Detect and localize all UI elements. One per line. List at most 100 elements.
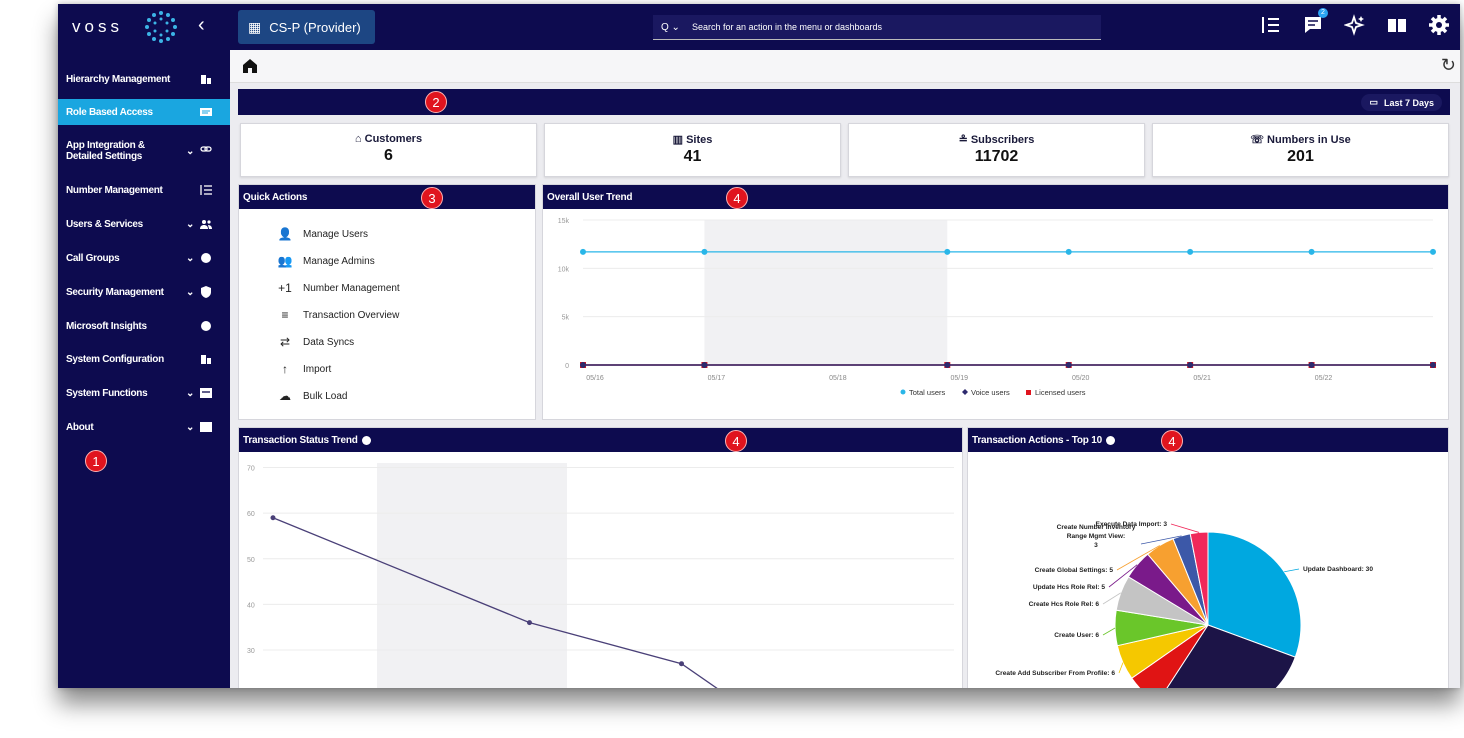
data-point [1065,362,1072,368]
search-icon[interactable]: Q ⌄ [661,21,680,33]
sidebar-item-microsoft-insights[interactable]: Microsoft Insights [58,313,230,339]
sidebar-item-number-management[interactable]: Number Management [58,177,230,203]
panel-header: Overall User Trend [543,185,1448,209]
legend-label: Voice users [971,388,1010,397]
callout-marker-1: 1 [85,450,107,472]
stat-title: ☏ Numbers in Use [1153,133,1448,146]
quick-action-import[interactable]: ↑ Import [275,362,331,376]
chevron-down-icon[interactable]: ⌄ [186,387,195,399]
stat-value: 201 [1287,148,1314,165]
sidebar-item-system-configuration[interactable]: System Configuration [58,346,230,372]
data-point [527,620,532,626]
sidebar-item-hierarchy-management[interactable]: Hierarchy Management [58,66,230,92]
chevron-down-icon[interactable]: ⌄ [186,421,195,433]
refresh-icon[interactable]: ↻ [1440,55,1456,75]
pie-label: Create Hcs Role Rel: 6 [1029,601,1100,608]
calendar-icon: ▭ [1369,97,1378,107]
sidebar-item-users-services[interactable]: Users & Services ⌄ [58,211,230,237]
search-input[interactable]: Q ⌄ Search for an action in the menu or … [653,15,1101,40]
data-point [701,248,708,255]
chevron-down-icon[interactable]: ⌄ [186,286,195,298]
users-icon [200,220,212,229]
voss-logo-icon [145,11,177,43]
data-point [1308,362,1315,368]
y-tick-label: 70 [247,466,255,473]
date-range-button[interactable]: ▭ Last 7 Days [1361,94,1442,111]
gear-icon[interactable] [1428,14,1450,36]
panel-title: Transaction Status Trend [243,434,358,446]
top-bar: voss ‹ ▦ CS-P (Provider) Q ⌄ Search for … [58,4,1460,50]
pie-leader-line [1170,523,1200,533]
quick-actions-panel: Quick Actions 3 👤 Manage Users 👥 Manage Ad… [238,184,536,420]
plus-one-icon: +1 [278,281,292,295]
info-icon[interactable] [1105,435,1115,445]
stat-title: ⌂ Customers [241,133,536,145]
sidebar-item-label: Hierarchy Management [66,73,171,85]
chevron-down-icon[interactable]: ⌄ [186,252,195,264]
panel-header: Quick Actions [239,185,535,209]
info-icon[interactable] [361,435,371,445]
sync-icon: ⇄ [279,335,291,349]
chevron-down-icon[interactable]: ⌄ [186,218,195,230]
pie-label: Execute Data Import: 3 [1096,521,1168,528]
search-placeholder: Search for an action in the menu or dash… [691,22,883,32]
pie-leader-line [1284,568,1300,573]
quick-action-transaction-overview[interactable]: ≡ Transaction Overview [275,308,399,322]
callout-marker-4: 4 [726,187,748,209]
building-icon: ▦ [248,18,262,35]
square-icon [200,422,212,432]
collapse-sidebar-icon[interactable]: ‹ [198,14,205,36]
top-actions: 2 [1260,8,1450,36]
panel-header: Transaction Actions - Top 10 [968,428,1448,452]
quick-action-label: Import [303,363,332,375]
pie-leader-line [1140,535,1182,545]
sidebar-item-label: Security Management [66,286,164,298]
sidebar-item-label: Microsoft Insights [66,320,147,332]
stat-label: Numbers in Use [1267,134,1351,146]
provider-selector[interactable]: ▦ CS-P (Provider) [238,10,375,44]
sidebar: Hierarchy Management Role Based Access A… [58,50,230,688]
quick-action-number-management[interactable]: +1 Number Management [275,281,400,295]
x-tick-label: 05/22 [1315,375,1333,382]
pie-label: Create Add Subscriber From Profile: 6 [995,670,1115,677]
window-icon [200,388,212,398]
data-point [580,248,586,255]
series-line [272,517,718,688]
y-tick-label: 10k [558,266,570,273]
bank-icon: ⌂ [354,133,362,145]
sidebar-item-about[interactable]: About ⌄ [58,414,230,440]
legend-label: Total users [909,388,946,397]
panel-title: Quick Actions [243,191,308,203]
sidebar-item-system-functions[interactable]: System Functions ⌄ [58,380,230,406]
sidebar-item-label: System Configuration [66,353,164,365]
stat-value: 41 [683,148,702,165]
chevron-down-icon[interactable]: ⌄ [186,145,195,157]
overall-user-trend-panel: Overall User Trend 4 0 5k 10k 15k 05/16 05/17… [542,184,1449,420]
list-icon[interactable] [1260,14,1282,36]
quick-action-data-syncs[interactable]: ⇄ Data Syncs [275,335,354,349]
quick-action-label: Number Management [303,282,400,294]
chat-icon[interactable]: 2 [1302,8,1328,36]
sidebar-item-role-based-access[interactable]: Role Based Access [58,99,230,125]
pie-slice [1207,531,1302,658]
book-icon[interactable] [1386,14,1408,36]
quick-action-manage-admins[interactable]: 👥 Manage Admins [275,254,375,268]
data-point [679,661,684,667]
data-point [580,362,586,368]
sidebar-item-label: About [66,421,94,433]
quick-action-bulk-load[interactable]: ☁ Bulk Load [275,389,347,403]
sidebar-item-call-groups[interactable]: Call Groups ⌄ [58,245,230,271]
sidebar-item-app-integration[interactable]: App Integration & Detailed Settings ⌄ [58,136,230,166]
link-icon [200,146,212,152]
stat-card-numbers-in-use: ☏ Numbers in Use 201 [1152,123,1449,177]
sidebar-item-label: App Integration & Detailed Settings [66,140,145,162]
home-icon[interactable] [242,58,258,74]
y-tick-label: 50 [247,557,255,564]
stat-label: Customers [364,133,423,145]
dashboard-header-band: 2 ▭ Last 7 Days [238,89,1450,115]
y-tick-label: 40 [247,602,255,609]
sparkle-icon[interactable] [1343,14,1366,36]
shield-icon [201,286,211,298]
sidebar-item-security-management[interactable]: Security Management ⌄ [58,279,230,305]
pie-slice [1166,624,1296,688]
